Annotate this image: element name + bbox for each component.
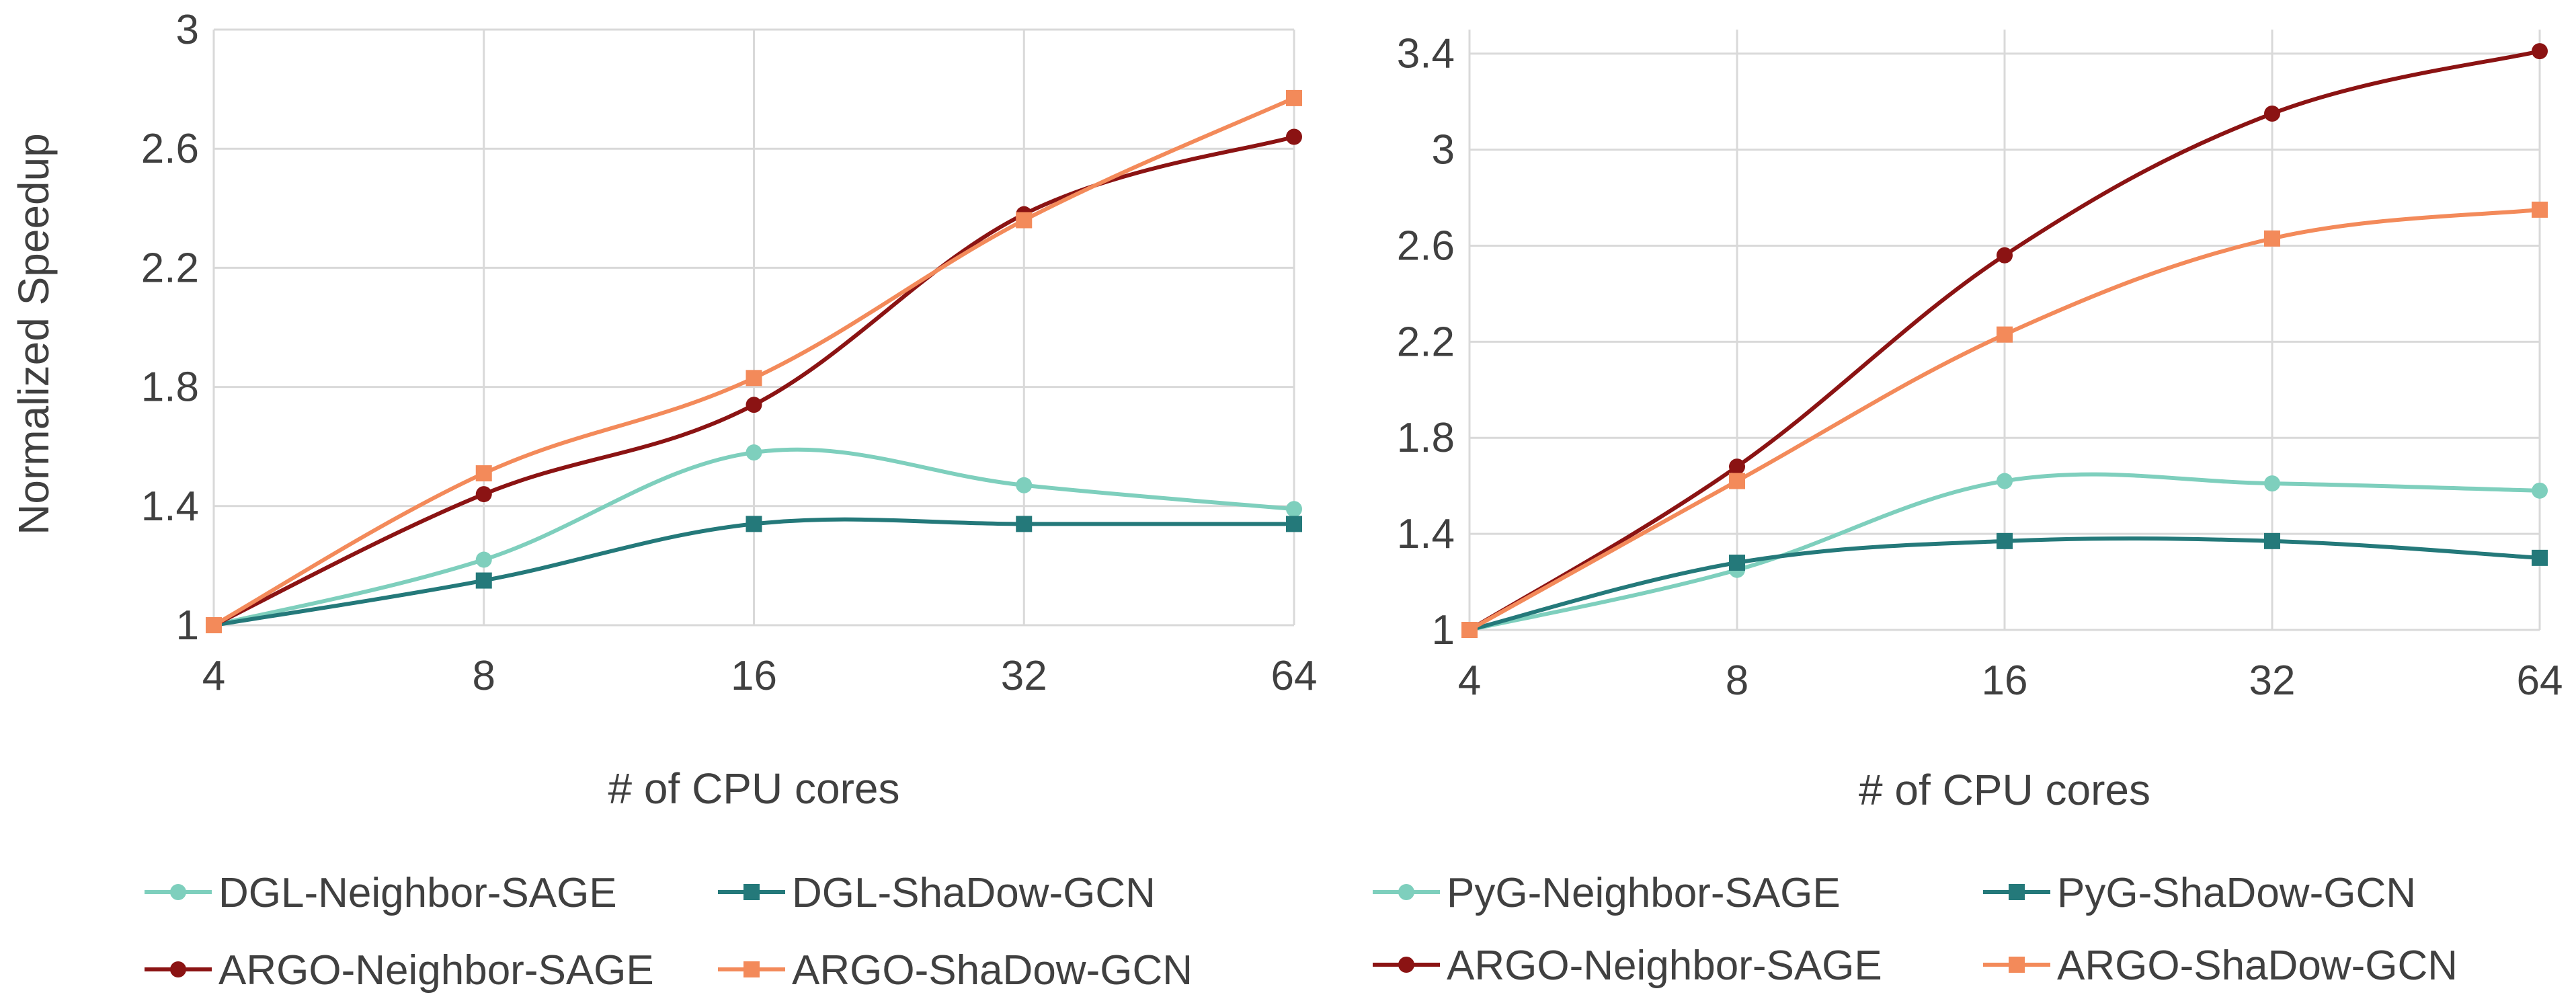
data-point [2264,532,2280,549]
legend-label: DGL-ShaDow-GCN [792,870,1156,916]
data-point [1997,326,2013,343]
data-point [475,551,492,568]
y-tick-label: 2.2 [1397,319,1455,365]
data-point [1729,554,1745,571]
legend-label: PyG-ShaDow-GCN [2057,870,2416,916]
legend-label: ARGO-ShaDow-GCN [792,947,1193,994]
data-point [1286,501,1302,518]
y-tick-label: 3 [176,7,199,53]
data-point [746,397,762,413]
chart-left: 1 1.4 1.8 2.2 2.6 3 4 8 16 32 64 # of CPU cores Norm… [9,7,1317,994]
legend-marker [1398,884,1414,900]
legend-label: ARGO-ShaDow-GCN [2057,943,2458,989]
data-point [1997,247,2013,264]
legend-marker [1398,957,1414,973]
legend-marker [743,884,760,900]
y-tick-label: 1 [1432,607,1455,653]
y-axis-title: Normalized Speedup [9,133,58,535]
x-tick-label: 4 [202,653,225,699]
data-point [2264,230,2280,247]
data-point [746,444,762,461]
y-tick-label: 3 [1432,127,1455,173]
legend-marker [2009,884,2025,900]
y-tick-label: 1.8 [141,364,199,411]
y-tick-label: 1.4 [1397,511,1455,557]
data-point [1016,477,1033,493]
y-tick-label: 1.4 [141,483,199,530]
data-point [2532,482,2548,499]
x-tick-label: 16 [731,653,777,699]
x-axis-title: # of CPU cores [1859,766,2150,814]
x-axis-title: # of CPU cores [608,764,900,813]
data-point [2264,475,2280,492]
data-point [1461,622,1478,638]
x-tick-label: 8 [473,653,495,699]
data-point [746,516,762,532]
chart-right: 1 1.4 1.8 2.2 2.6 3 3.4 4 8 16 32 64 # of CPU cores P… [1373,30,2563,989]
y-tick-label: 1 [176,602,199,649]
data-point [475,572,492,589]
legend-label: DGL-Neighbor-SAGE [218,870,617,916]
x-tick-label: 64 [2517,657,2563,704]
x-tick-label: 16 [1982,657,2028,704]
data-point [2532,43,2548,60]
data-point [475,486,492,503]
data-point [1286,128,1302,145]
data-point [2532,549,2548,566]
y-tick-label: 3.4 [1397,31,1455,77]
data-point [1016,212,1033,229]
data-point [1286,516,1302,532]
legend-marker [743,961,760,977]
legend-marker [170,884,186,900]
x-tick-label: 8 [1726,657,1748,704]
legend-marker [170,961,186,977]
data-point [1729,473,1745,489]
data-point [1286,89,1302,106]
legend-label: PyG-Neighbor-SAGE [1447,870,1841,916]
data-point [475,465,492,482]
legend-label: ARGO-Neighbor-SAGE [218,947,654,994]
data-point [1016,516,1033,532]
data-point [206,617,222,633]
legend-marker [2009,957,2025,973]
x-tick-label: 64 [1271,653,1318,699]
data-point [2264,106,2280,122]
x-tick-label: 32 [2249,657,2296,704]
y-tick-label: 2.6 [141,126,199,172]
data-point [2532,201,2548,218]
x-tick-label: 32 [1001,653,1047,699]
data-point [1997,473,2013,489]
y-tick-label: 2.6 [1397,223,1455,269]
x-tick-label: 4 [1458,657,1481,704]
data-point [1997,532,2013,549]
data-point [746,370,762,387]
y-tick-label: 2.2 [141,245,199,291]
legend-label: ARGO-Neighbor-SAGE [1447,943,1882,989]
data-point [1729,458,1745,475]
y-tick-label: 1.8 [1397,415,1455,461]
